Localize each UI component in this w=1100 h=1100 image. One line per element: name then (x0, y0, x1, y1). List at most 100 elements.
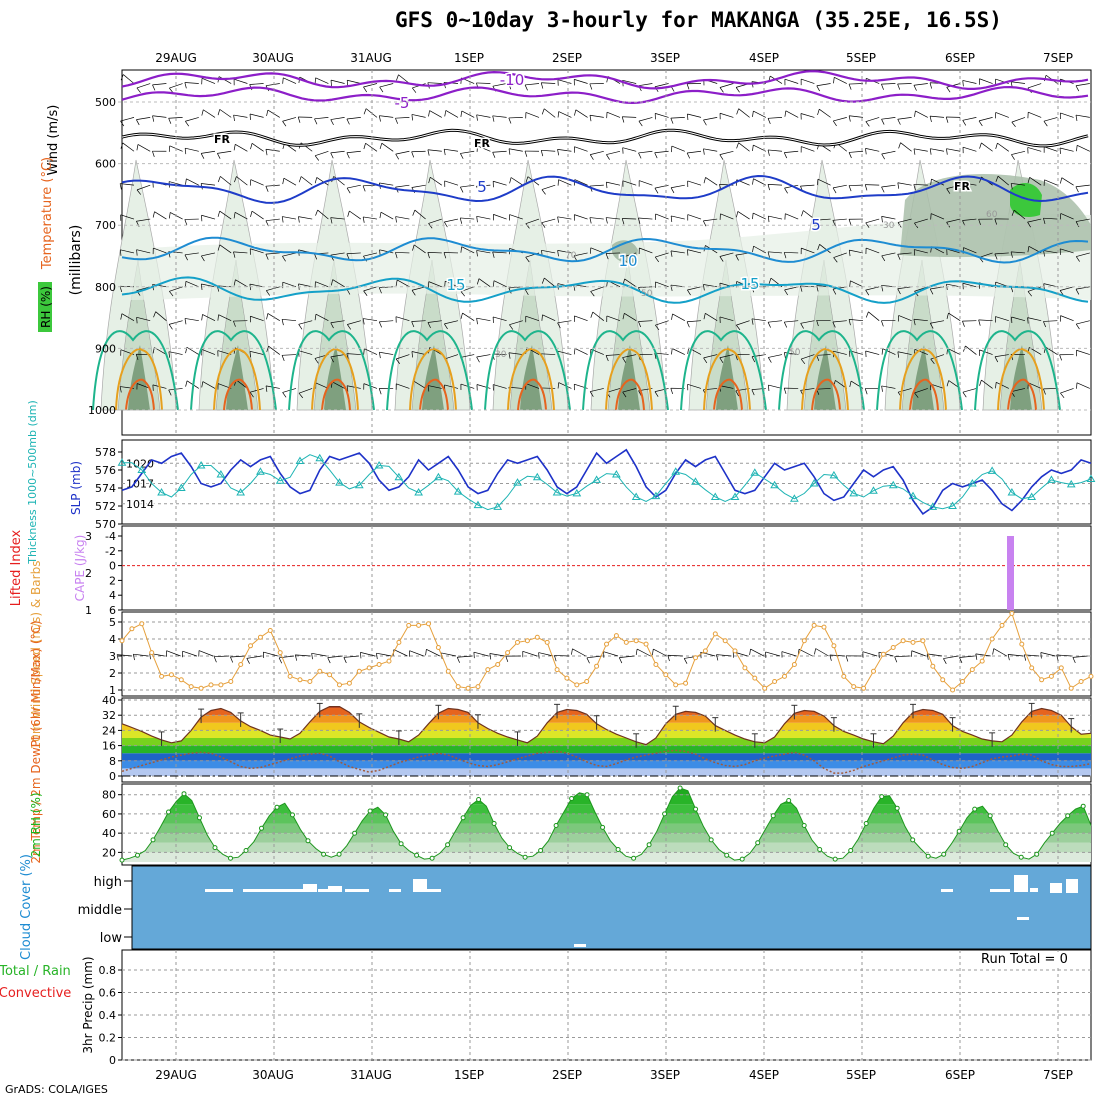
wind-barb (396, 354, 410, 360)
wind10m-tick-label: 4 (109, 633, 116, 646)
wind-barb (249, 283, 264, 288)
temp-contour-20 (778, 330, 865, 411)
rh-region (520, 345, 542, 410)
wind-barb (979, 379, 982, 386)
wind-barb (801, 78, 815, 84)
wind-barb (395, 117, 410, 119)
wind-barb (1076, 382, 1090, 389)
wind-barb (201, 252, 216, 257)
wind-barb (865, 148, 880, 152)
wind-barb (1075, 186, 1079, 193)
contour-label: -10 (500, 71, 525, 89)
wind-barb (460, 312, 463, 319)
wind-barb (655, 113, 669, 118)
wind-barb (719, 154, 724, 160)
wind-barb (347, 320, 361, 325)
wind-barb (705, 177, 718, 186)
wind-barb (803, 210, 815, 220)
wind10m-point (346, 680, 352, 686)
wind-barb (1043, 283, 1058, 288)
wind-barb (1043, 250, 1045, 257)
wind-barb (1043, 117, 1058, 122)
rh-region (900, 174, 1091, 258)
wind10m-point (742, 665, 748, 671)
wind10m-barb (343, 657, 347, 664)
rh-2m-point (1034, 851, 1040, 857)
wind-barb (784, 352, 786, 359)
wind-barb (220, 176, 232, 186)
wind-barb (251, 143, 264, 152)
wind10m-point (712, 631, 718, 637)
wind-barb (784, 286, 799, 291)
wind-barb (817, 109, 820, 116)
wind10m-point (594, 663, 600, 669)
thickness-point (948, 501, 957, 509)
wind-barb (994, 252, 1009, 255)
temp-contour-25 (997, 348, 1045, 411)
wind-barb (1061, 177, 1074, 186)
wind-barb (686, 83, 690, 90)
rh-2m-point (1003, 842, 1009, 848)
wind-barb (622, 147, 637, 152)
wind-barb (800, 184, 815, 187)
wind-barb (979, 142, 982, 149)
temp-contour-minus10 (121, 70, 1089, 90)
wind-barb (332, 381, 345, 389)
wind-barb (346, 253, 350, 260)
wind-barb (767, 118, 771, 124)
cloud-cover-axis-label: Cloud Cover (%) (19, 854, 34, 960)
wind-barb (411, 114, 413, 121)
wind-barb (654, 256, 660, 263)
rh-2m-point (987, 813, 993, 819)
wind10m-point (178, 677, 184, 683)
wind-barb (250, 248, 264, 254)
wind-barb (686, 152, 691, 159)
wind-barb (670, 215, 673, 222)
wind-barb (362, 318, 365, 325)
wind-barb (816, 388, 831, 390)
wind-barb (460, 184, 475, 188)
wind10m-point (732, 648, 738, 654)
wind10m-point (900, 638, 906, 644)
wind-barb (153, 311, 156, 318)
rh-2m-point (119, 857, 125, 863)
wind-barb (281, 319, 284, 326)
wind-barb (655, 320, 669, 326)
wind10m-barb (798, 648, 813, 657)
wind-barb (622, 391, 627, 398)
thickness-point (1007, 488, 1017, 496)
wind-barb (768, 384, 783, 389)
wind-barb (638, 150, 653, 154)
wind-barb (378, 287, 382, 294)
date-label-top: 3SEP (650, 51, 680, 65)
rh-contour-label: 60 (986, 210, 998, 220)
wind-barb (930, 354, 945, 360)
wind-barb (395, 150, 410, 155)
thickness-point (473, 500, 483, 509)
wind10m-point (544, 639, 550, 645)
wind-barb (947, 348, 961, 355)
cloud-cover-block (990, 889, 1010, 892)
rh-2m-point (956, 828, 962, 834)
rh-2m-point (755, 840, 761, 846)
wind-barb (330, 117, 345, 120)
wind10m-barb (489, 653, 492, 660)
thickness-point (750, 468, 760, 476)
wind-barb (719, 256, 724, 262)
wind-barb (638, 117, 653, 122)
wind-barb (492, 251, 495, 258)
wind-barb (379, 115, 394, 118)
temp-contour-minus5 (121, 85, 1089, 105)
wind-barb (832, 120, 837, 127)
wind10m-barb (618, 657, 623, 664)
wind-barb (508, 148, 511, 155)
wind-barb (1027, 221, 1031, 228)
wind-barb (445, 110, 459, 118)
wind-barb (476, 250, 491, 254)
wind-barb (784, 150, 799, 153)
wind-barb (1059, 147, 1061, 154)
thickness-point (1047, 475, 1056, 483)
wind-barb (330, 119, 334, 126)
wind-barb (315, 313, 329, 321)
wind-barb (557, 250, 572, 254)
